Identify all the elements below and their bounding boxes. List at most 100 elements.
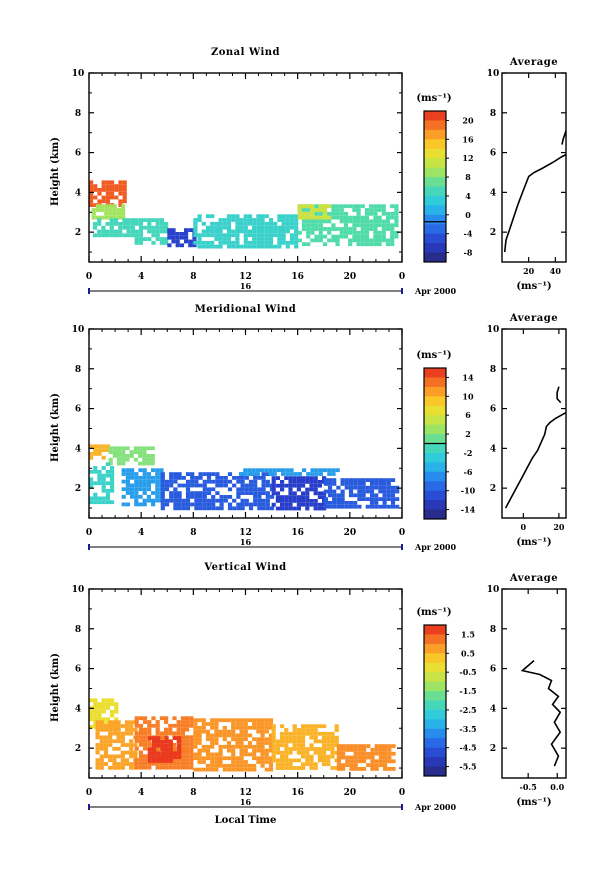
heatmap-cell: [322, 242, 328, 247]
heatmap-cell: [194, 495, 199, 499]
colorbar-band: [424, 709, 446, 720]
heatmap-cell: [194, 502, 199, 507]
heatmap-cell: [205, 729, 211, 734]
heatmap-cell: [138, 731, 143, 736]
heatmap-cell: [268, 472, 273, 476]
colorbar-tick-label: -3.5: [459, 724, 476, 734]
heatmap-cell: [306, 223, 311, 228]
heatmap-cell: [382, 478, 387, 482]
heatmap-cell: [114, 706, 119, 710]
heatmap-cell: [289, 221, 295, 226]
heatmap-cell: [340, 497, 345, 501]
heatmap-cell: [129, 724, 134, 728]
heatmap-cell: [89, 485, 94, 489]
heatmap-cell: [373, 211, 378, 216]
heatmap-cell: [93, 702, 98, 706]
heatmap-cell: [390, 489, 396, 494]
heatmap-cell: [353, 759, 358, 764]
heatmap-cell: [189, 746, 194, 751]
heatmap-cell: [252, 737, 257, 742]
heatmap-cell: [134, 233, 139, 238]
heatmap-cell: [390, 478, 396, 482]
heatmap-cell: [164, 761, 169, 766]
heatmap-cell: [240, 476, 245, 480]
heatmap-cell: [129, 739, 134, 744]
heatmap-cell: [364, 230, 370, 235]
heatmap-cell: [210, 744, 215, 749]
heatmap-cell: [210, 722, 215, 726]
panel-title: Meridional Wind: [195, 304, 297, 315]
heatmap-cell: [112, 454, 117, 458]
heatmap-cell: [181, 502, 186, 507]
colorbar-frame: [423, 110, 447, 263]
heatmap-cell: [275, 743, 280, 748]
heatmap-cell: [235, 214, 240, 219]
heatmap-cell: [318, 238, 323, 243]
heatmap-cell: [301, 223, 307, 228]
heatmap-cell: [118, 233, 123, 238]
heatmap-cell: [101, 481, 106, 486]
heatmap-cell: [190, 502, 195, 507]
heatmap-cell: [218, 763, 223, 768]
x-tick-label: 0: [86, 788, 92, 798]
heatmap-cell: [138, 750, 143, 755]
heatmap-cell: [121, 502, 126, 507]
heatmap-cell: [288, 495, 293, 499]
heatmap-cell: [108, 758, 113, 763]
heatmap-cell: [385, 215, 391, 220]
heatmap-cell: [301, 728, 306, 732]
heatmap-cell: [322, 743, 327, 748]
heatmap-cell: [108, 754, 113, 759]
heatmap-cell: [134, 498, 139, 503]
heatmap-cell: [101, 199, 106, 204]
heatmap-cell: [89, 469, 94, 474]
heatmap-cell: [89, 184, 94, 188]
heatmap-cell: [142, 461, 147, 466]
y-axis-label: Height (km): [50, 137, 61, 206]
heatmap-cell: [124, 724, 130, 728]
y-tick-label: 8: [75, 625, 81, 635]
heatmap-cell: [121, 457, 126, 462]
colorbar-band: [424, 252, 446, 263]
heatmap-cell: [172, 761, 177, 766]
colorbar-band: [424, 205, 446, 216]
heatmap-cell: [180, 723, 185, 728]
heatmap-cell: [108, 720, 113, 725]
colorbar-band: [424, 452, 446, 463]
heatmap-cell: [101, 444, 106, 449]
heatmap-cell: [101, 477, 106, 482]
heatmap-cell: [108, 739, 113, 744]
colorbar-band: [424, 634, 446, 645]
heatmap-cell: [108, 765, 113, 770]
heatmap-cell: [352, 230, 357, 235]
heatmap-cell: [218, 229, 223, 234]
heatmap-cell: [189, 742, 194, 747]
heatmap-cell: [138, 450, 143, 454]
heatmap-cell: [378, 755, 383, 760]
heatmap-cell: [309, 731, 314, 736]
heatmap-cell: [370, 759, 375, 764]
heatmap-cell: [227, 487, 233, 492]
heatmap-cell: [93, 496, 98, 501]
heatmap-cell: [322, 758, 327, 763]
heatmap-cell: [129, 743, 134, 747]
heatmap-cell: [331, 472, 336, 476]
heatmap-cell: [214, 729, 219, 734]
average-profile-upper-segment: [556, 386, 562, 404]
heatmap-cell: [247, 744, 253, 749]
heatmap-cell: [253, 476, 258, 480]
heatmap-cell: [318, 227, 323, 231]
heatmap-cell: [110, 469, 115, 474]
colorbar-band: [424, 500, 446, 511]
heatmap-cell: [383, 755, 388, 760]
heatmap-cell: [268, 237, 274, 241]
heatmap-cell: [275, 495, 280, 499]
heatmap-cell: [185, 487, 191, 492]
heatmap-cell: [121, 211, 126, 216]
heatmap-cell: [292, 495, 297, 499]
heatmap-cell: [97, 500, 102, 505]
heatmap-cell: [143, 754, 148, 759]
heatmap-cell: [143, 746, 148, 751]
heatmap-cell: [176, 727, 181, 732]
heatmap-cell: [292, 483, 297, 488]
